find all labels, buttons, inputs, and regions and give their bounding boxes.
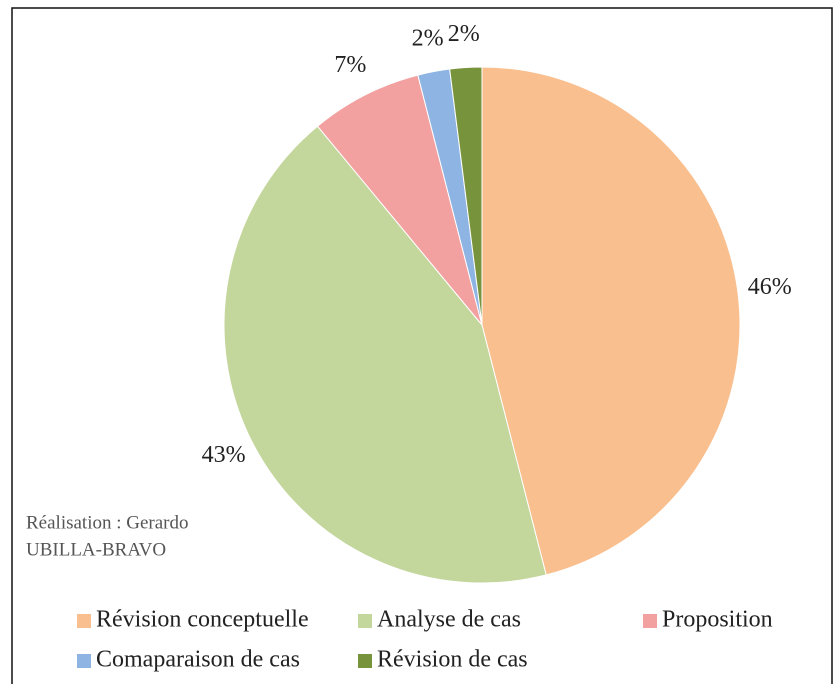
data-label: 46% — [748, 274, 792, 300]
pie-slice — [223, 125, 547, 584]
legend-swatch — [358, 654, 372, 668]
annotation: UBILLA-BRAVO — [26, 539, 166, 560]
pie-slice — [316, 74, 483, 326]
frame — [11, 7, 833, 684]
legend-label: Révision de cas — [377, 647, 528, 673]
legend-swatch — [77, 614, 91, 628]
legend-label: Révision conceptuelle — [96, 607, 309, 633]
annotation: Réalisation : Gerardo — [26, 512, 189, 533]
legend-swatch — [358, 614, 372, 628]
legend-swatch — [643, 614, 657, 628]
legend-label: Analyse de cas — [377, 607, 521, 633]
legend-swatch — [77, 654, 91, 668]
data-label: 7% — [334, 52, 366, 78]
legend-label: Comaparaison de cas — [96, 647, 300, 673]
legend-label: Proposition — [662, 607, 773, 633]
data-label: 2% — [448, 21, 480, 47]
data-label: 43% — [202, 442, 246, 468]
pie-slice — [481, 66, 741, 576]
data-label: 2% — [412, 26, 444, 52]
pie-slice — [449, 66, 483, 326]
